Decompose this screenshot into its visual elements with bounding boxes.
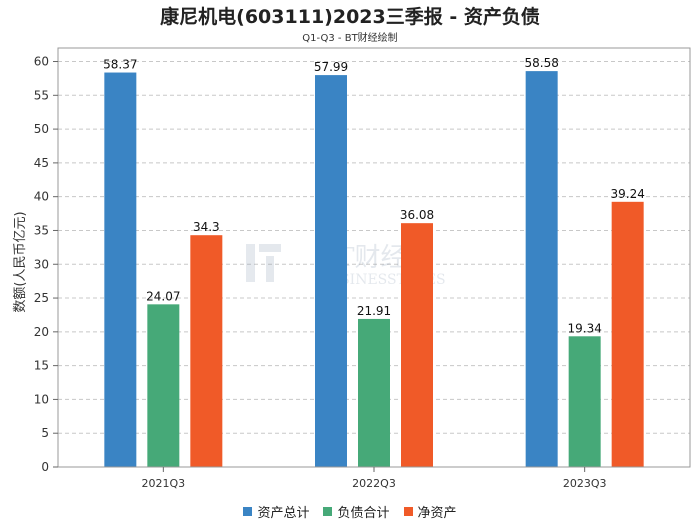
data-label: 24.07	[146, 289, 180, 303]
data-label: 58.37	[103, 58, 137, 72]
watermark-mark-top	[259, 244, 281, 252]
watermark-mark-stem	[266, 256, 274, 282]
y-tick-label: 5	[41, 426, 49, 440]
data-label: 19.34	[567, 321, 601, 335]
watermark-mark-bar	[246, 244, 255, 282]
y-tick-label: 60	[34, 55, 49, 69]
legend-item[interactable]: 资产总计	[243, 502, 309, 521]
y-tick-label: 10	[34, 392, 49, 406]
y-tick-label: 20	[34, 325, 49, 339]
data-label: 39.24	[610, 187, 644, 201]
legend-swatch	[403, 507, 413, 516]
bars	[104, 71, 644, 468]
y-tick-label: 35	[34, 223, 49, 237]
y-tick-label: 50	[34, 122, 49, 136]
bar-2023Q3-1	[568, 336, 601, 467]
legend-item[interactable]: 负债合计	[323, 502, 390, 521]
data-labels: 58.37 24.07 34.3 57.99 21.91 36.08 58.58 19.34 3…	[103, 56, 645, 335]
bar-2021Q3-2	[190, 235, 223, 467]
data-label: 36.08	[400, 208, 434, 222]
data-label: 34.3	[193, 220, 220, 234]
y-tick-label: 40	[34, 190, 49, 204]
bar-2023Q3-2	[611, 201, 644, 468]
x-tick-label: 2023Q3	[563, 477, 607, 490]
legend-label: 资产总计	[257, 506, 310, 521]
chart-title: 康尼机电(603111)2023三季报 - 资产负债	[160, 6, 540, 28]
bar-2022Q3-1	[358, 318, 390, 467]
y-tick-label: 0	[41, 460, 49, 474]
legend: 资产总计 负债合计 净资产	[0, 502, 700, 521]
bar-2023Q3-0	[525, 71, 558, 467]
bar-2021Q3-0	[104, 72, 137, 468]
x-tick-label: 2021Q3	[142, 477, 186, 490]
legend-label: 净资产	[417, 506, 457, 521]
y-tick-label: 30	[34, 257, 49, 271]
bar-2022Q3-0	[315, 75, 347, 467]
data-label: 57.99	[314, 60, 348, 74]
y-tick-label: 25	[34, 291, 49, 305]
y-axis-label: 数额(人民币亿元)	[13, 211, 28, 312]
data-label: 58.58	[524, 56, 558, 70]
axes: 0 5 10 15 20 25 30 35 40 45 50 55 60 2021Q3 2022Q3 2023…	[34, 47, 691, 490]
chart-subtitle: Q1-Q3 - BT财经绘制	[302, 33, 398, 44]
data-label: 21.91	[357, 304, 391, 318]
legend-swatch	[243, 507, 253, 516]
x-tick-label: 2022Q3	[352, 477, 396, 490]
legend-swatch	[323, 507, 333, 516]
bar-2022Q3-2	[401, 223, 433, 467]
bar-2021Q3-1	[147, 304, 180, 467]
y-tick-label: 45	[34, 156, 49, 170]
y-tick-label: 15	[34, 359, 49, 373]
legend-item[interactable]: 净资产	[403, 502, 457, 521]
legend-label: 负债合计	[337, 506, 390, 521]
y-tick-label: 55	[34, 88, 49, 102]
